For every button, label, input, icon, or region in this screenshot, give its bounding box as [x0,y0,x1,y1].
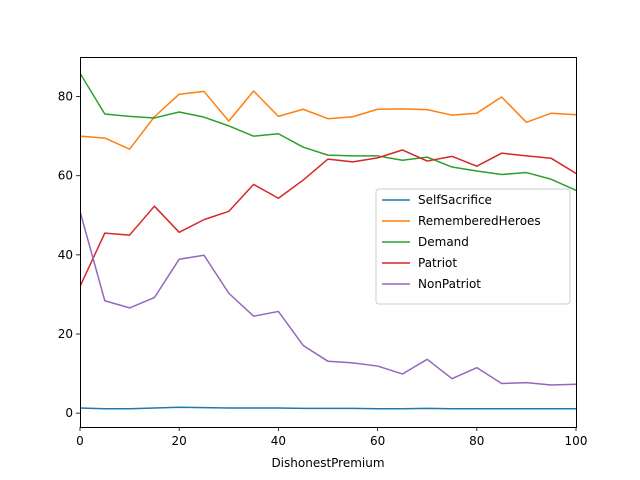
legend-label: SelfSacrifice [418,193,492,207]
y-tick-label: 40 [58,248,73,262]
x-tick-label: 40 [271,434,286,448]
legend-label: NonPatriot [418,277,481,291]
legend-label: Demand [418,235,469,249]
y-axis: 0 20 40 60 80 [58,90,80,420]
y-tick-label: 20 [58,327,73,341]
legend-box [375,188,571,305]
legend-label: Patriot [418,256,457,270]
series-line-remembered-heroes [80,90,576,150]
x-tick-label: 80 [469,434,484,448]
x-axis-label: DishonestPremium [271,456,384,470]
legend-label: RememberedHeroes [418,214,541,228]
legend: SelfSacrifice RememberedHeroes Demand Patri… [375,188,571,305]
x-tick-label: 60 [370,434,385,448]
y-tick-label: 60 [58,169,73,183]
x-tick-label: 100 [565,434,588,448]
plot-lines [80,72,576,410]
series-line-non-patriot [80,210,576,386]
x-axis: 0 20 40 60 80 100 [76,427,587,448]
y-tick-label: 0 [65,406,73,420]
y-tick-label: 80 [58,90,73,104]
x-tick-label: 0 [76,434,84,448]
plot-frame [80,57,577,428]
series-line-demand [80,72,576,192]
series-line-patriot [80,149,576,288]
x-tick-label: 20 [172,434,187,448]
series-line-self-sacrifice [80,406,576,410]
